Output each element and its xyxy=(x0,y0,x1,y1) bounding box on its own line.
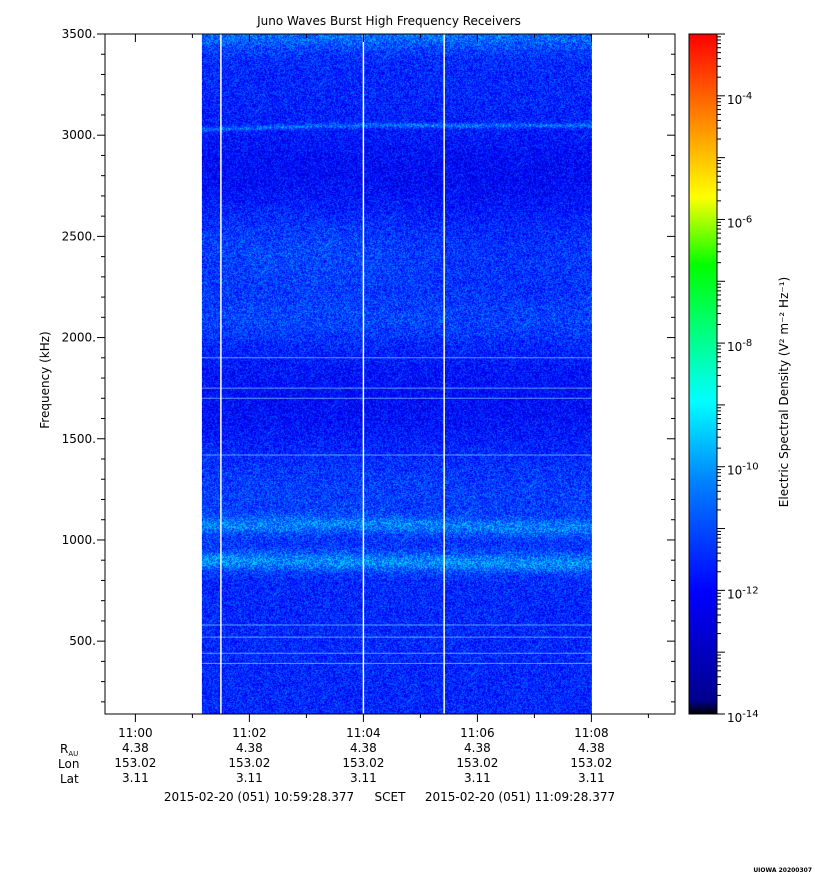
colorbar-tick-label: 10-14 xyxy=(727,709,759,725)
y-tick-label: 1000. xyxy=(62,533,96,547)
r-au-value: 4.38 xyxy=(236,741,263,755)
data-gaps xyxy=(220,34,445,714)
lat-value: 3.11 xyxy=(350,771,377,785)
colorbar-frame xyxy=(688,33,718,715)
lon-label: Lon xyxy=(58,757,79,771)
y-tick-label: 1500. xyxy=(62,432,96,446)
lat-label: Lat xyxy=(60,772,79,786)
lon-value: 153.02 xyxy=(342,756,384,770)
x-tick-label: 11:08 xyxy=(574,726,609,740)
y-axis-label: Frequency (kHz) xyxy=(38,331,52,428)
ephemeris-labels: RAU Lon Lat xyxy=(58,742,79,786)
lat-value: 3.11 xyxy=(464,771,491,785)
footer-tag: UIOWA 20200307 xyxy=(753,867,812,874)
spectrogram-heatmap xyxy=(201,34,592,714)
x-tick-label: 11:04 xyxy=(346,726,381,740)
lat-value: 3.11 xyxy=(122,771,149,785)
y-tick-label: 3500. xyxy=(62,27,96,41)
r-au-value: 4.38 xyxy=(122,741,149,755)
end-time: 2015-02-20 (051) 11:09:28.377 xyxy=(425,790,615,804)
r-au-value: 4.38 xyxy=(464,741,491,755)
x-tick-label: 11:02 xyxy=(232,726,267,740)
colorbar-tick-label: 10-8 xyxy=(727,338,752,354)
colorbar-tick-label: 10-4 xyxy=(727,91,752,107)
r-au-value: 4.38 xyxy=(578,741,605,755)
lat-value: 3.11 xyxy=(236,771,263,785)
spectrogram-image xyxy=(201,34,592,714)
lat-value: 3.11 xyxy=(578,771,605,785)
plot-area xyxy=(104,33,676,715)
y-axis: 500. 1000. 1500. 2000. 2500. 3000. 3500. xyxy=(62,27,675,703)
r-au-label: RAU xyxy=(60,742,78,758)
colorbar-tick-label: 10-6 xyxy=(727,214,752,230)
start-time: 2015-02-20 (051) 10:59:28.377 xyxy=(164,790,354,804)
x-tick-label: 11:06 xyxy=(460,726,495,740)
y-tick-label: 3000. xyxy=(62,128,96,142)
y-tick-label: 2500. xyxy=(62,229,96,243)
scet-label: SCET xyxy=(375,790,407,804)
colorbar-tick-label: 10-12 xyxy=(727,585,759,601)
r-au-value: 4.38 xyxy=(350,741,377,755)
time-range-line: 2015-02-20 (051) 10:59:28.377 SCET 2015-… xyxy=(164,790,615,804)
colorbar-gradient xyxy=(689,34,717,714)
x-axis: 11:004.38153.023.1111:024.38153.023.1111… xyxy=(114,34,649,785)
colorbar: 10-14 10-12 10-10 10-8 10-6 10-4 xyxy=(688,33,759,725)
plot-frame xyxy=(104,33,676,715)
lon-value: 153.02 xyxy=(456,756,498,770)
x-tick-label: 11:00 xyxy=(118,726,153,740)
y-tick-label: 2000. xyxy=(62,331,96,345)
lon-value: 153.02 xyxy=(570,756,612,770)
y-tick-label: 500. xyxy=(69,634,96,648)
colorbar-tick-label: 10-10 xyxy=(727,462,759,478)
lon-value: 153.02 xyxy=(228,756,270,770)
colorbar-ticks: 10-14 10-12 10-10 10-8 10-6 10-4 xyxy=(717,33,759,725)
colorbar-label: Electric Spectral Density (V² m⁻² Hz⁻¹) xyxy=(777,277,791,507)
chart-title: Juno Waves Burst High Frequency Receiver… xyxy=(256,14,521,28)
lon-value: 153.02 xyxy=(114,756,156,770)
